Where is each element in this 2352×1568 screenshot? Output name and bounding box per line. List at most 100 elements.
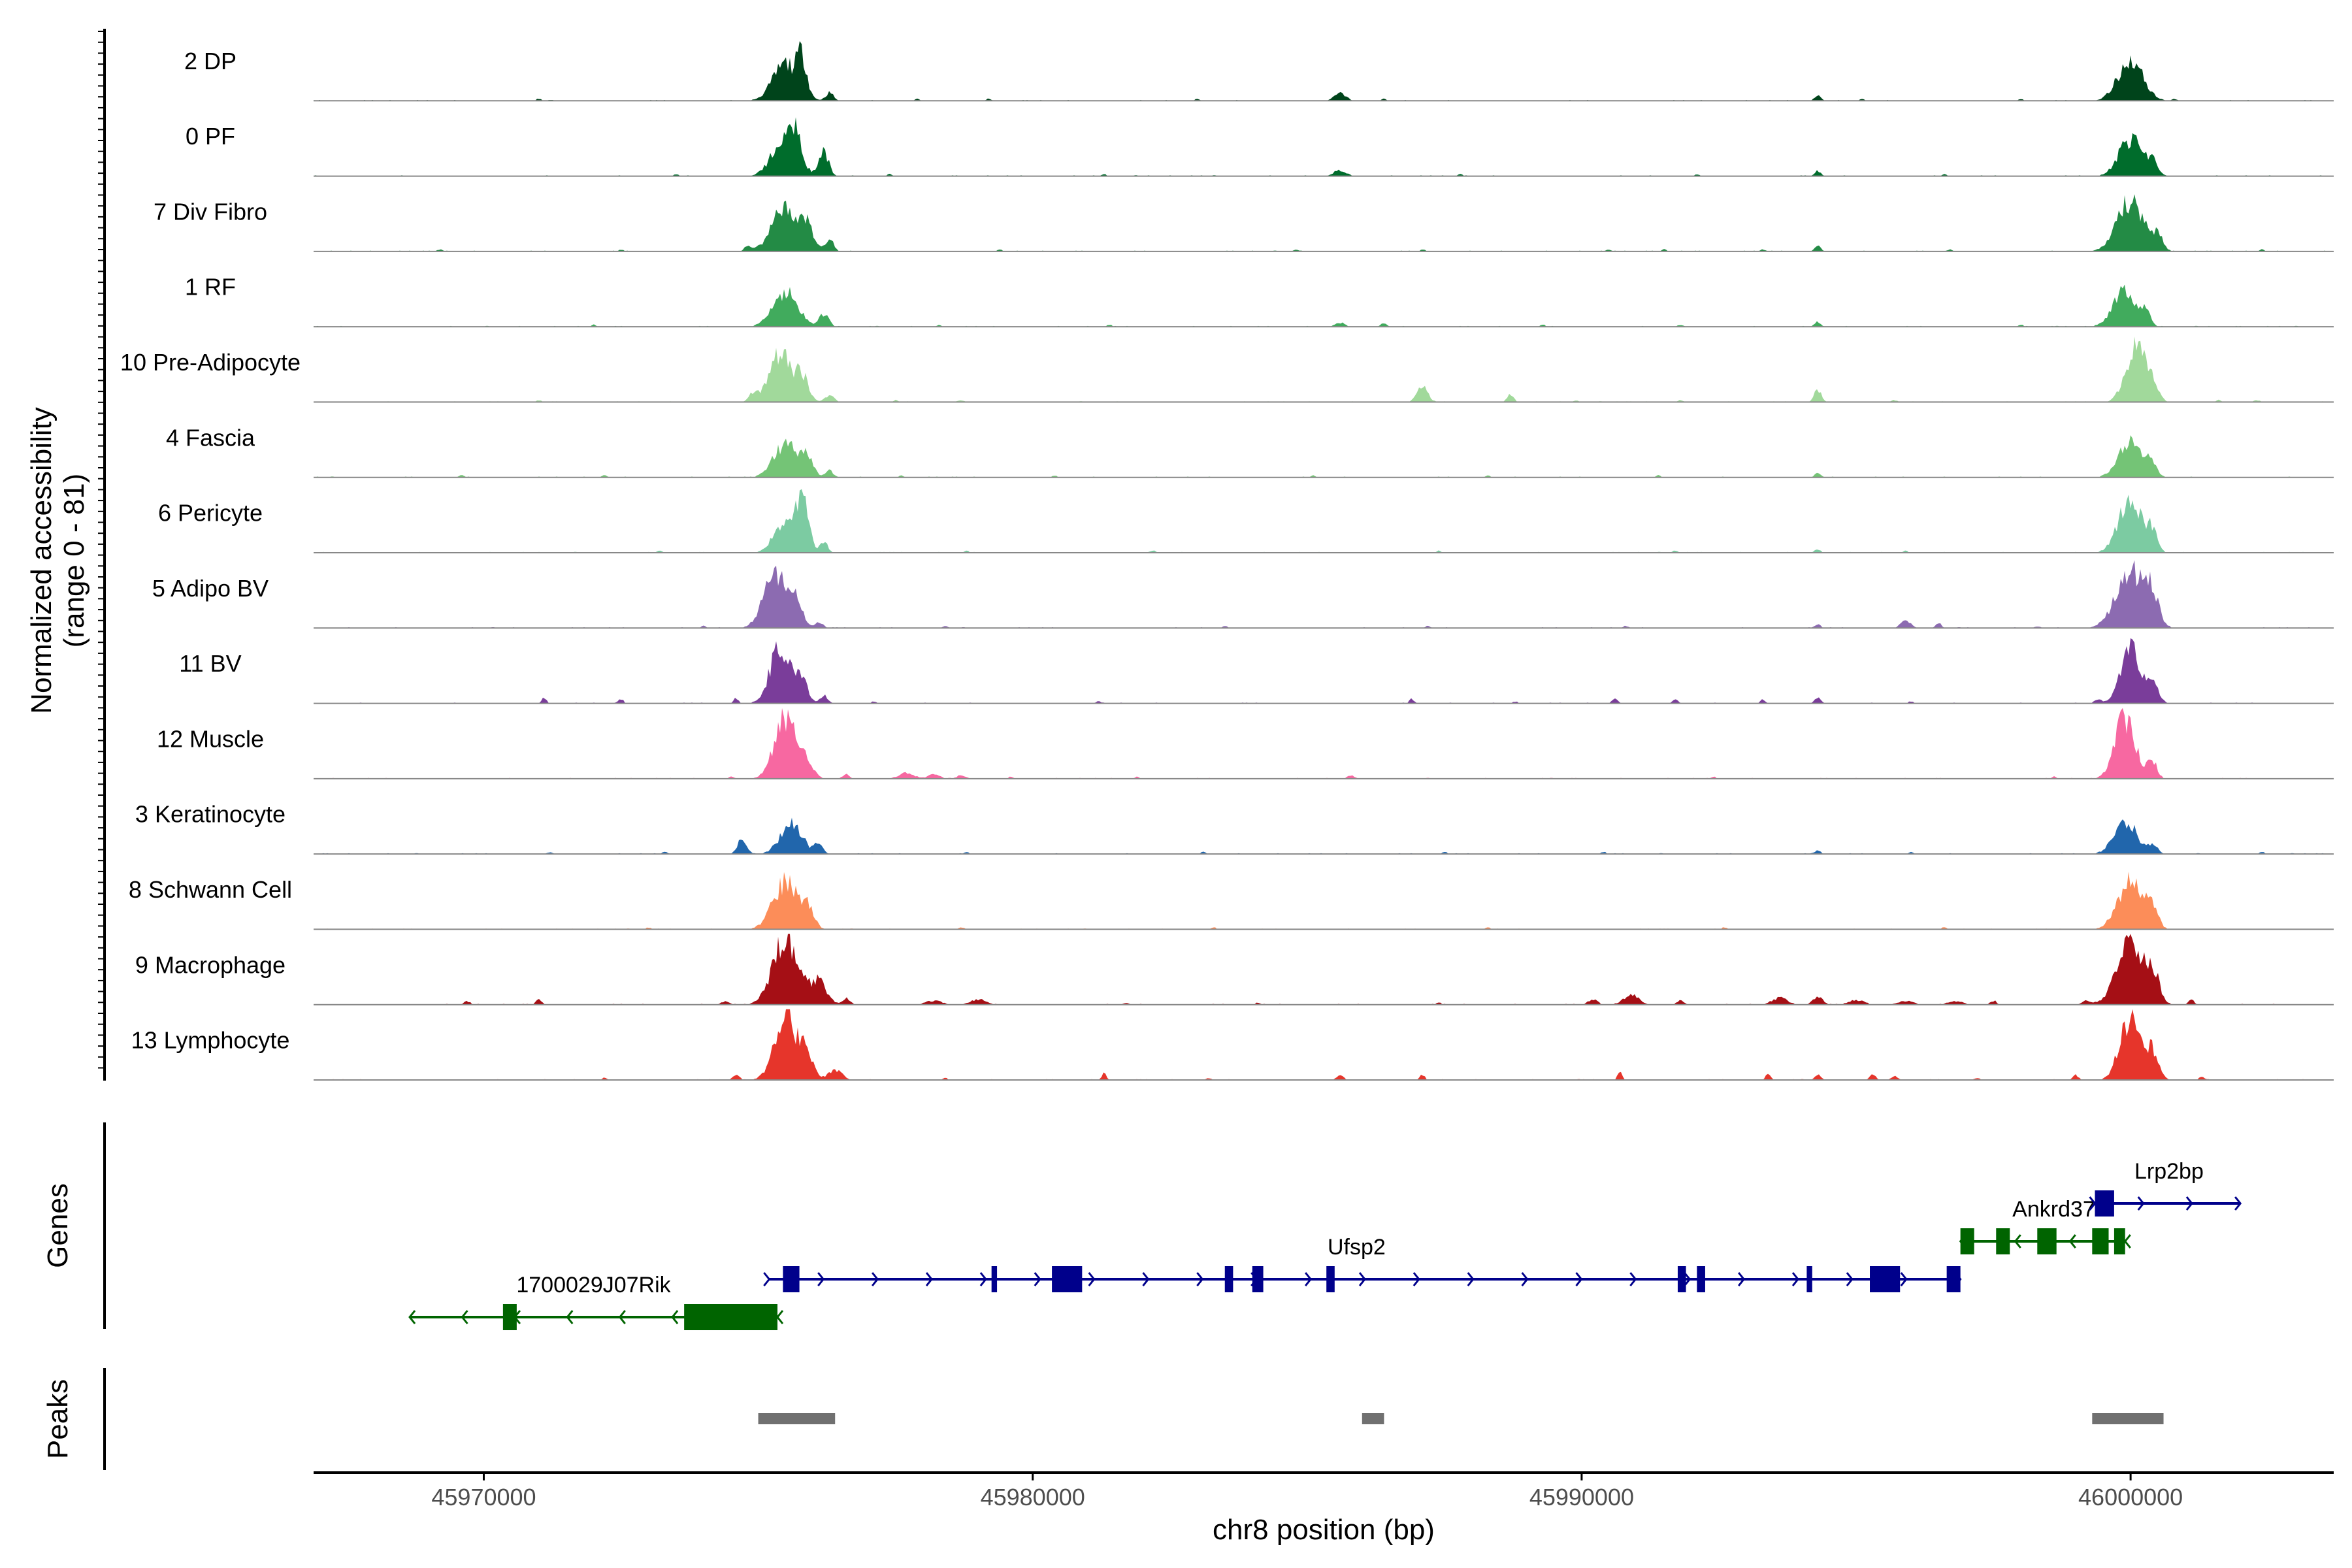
x-axis-tick-label: 45970000	[431, 1484, 536, 1511]
strand-arrow	[2234, 1196, 2242, 1211]
genes-panel-label: Genes	[42, 1183, 74, 1268]
exon	[2095, 1190, 2114, 1217]
exon	[1252, 1266, 1264, 1292]
track-label: 10 Pre-Adipocyte	[120, 349, 301, 376]
gene-ankrd37: Ankrd37	[1959, 1197, 2131, 1254]
strand-arrow	[461, 1310, 468, 1324]
track-label: 4 Fascia	[166, 424, 255, 451]
strand-arrow	[1358, 1272, 1366, 1286]
y-axis	[98, 29, 106, 1081]
track-label: 9 Macrophage	[135, 951, 286, 978]
strand-arrow	[618, 1310, 626, 1324]
coverage-area	[314, 435, 2334, 478]
strand-arrow	[1196, 1272, 1204, 1286]
strand-arrow	[2014, 1234, 2021, 1249]
strand-arrow	[1575, 1272, 1583, 1286]
track-label: 0 PF	[186, 123, 235, 150]
exon	[502, 1304, 517, 1330]
gene-1700029j07rik: 1700029J07Rik	[408, 1273, 784, 1330]
coverage-area	[314, 194, 2334, 252]
exon	[1996, 1228, 2010, 1254]
track-label: 1 RF	[185, 274, 236, 301]
strand-arrow	[408, 1310, 416, 1324]
coverage-area	[314, 41, 2334, 101]
track-4-fascia: 4 Fascia	[166, 424, 2334, 478]
track-label: 7 Div Fibro	[154, 198, 267, 225]
track-label: 13 Lymphocyte	[131, 1027, 290, 1054]
track-label: 12 Muscle	[157, 725, 264, 752]
x-axis-label: chr8 position (bp)	[1213, 1514, 1435, 1546]
track-3-keratinocyte: 3 Keratinocyte	[135, 801, 2334, 855]
strand-arrow	[1034, 1272, 1041, 1286]
peak-region	[2092, 1413, 2164, 1424]
track-label: 6 Pericyte	[158, 500, 263, 527]
exon	[2092, 1228, 2109, 1254]
coverage-area	[314, 817, 2334, 855]
gene-label: Ankrd37	[2012, 1197, 2095, 1222]
track-label: 11 BV	[179, 650, 241, 677]
strand-arrow	[2137, 1196, 2145, 1211]
x-axis: 45970000 45980000 45990000 46000000	[431, 1473, 2183, 1511]
peak-region-panel	[758, 1413, 2164, 1424]
exon	[1677, 1266, 1686, 1292]
peak-region	[1362, 1413, 1384, 1424]
exon	[2114, 1228, 2125, 1254]
coverage-area	[314, 284, 2334, 327]
strand-arrow	[979, 1272, 987, 1286]
exon	[1052, 1266, 1083, 1292]
coverage-area	[314, 708, 2334, 779]
strand-arrow	[925, 1272, 933, 1286]
coverage-area	[314, 117, 2334, 176]
track-0-pf: 0 PF	[186, 117, 2334, 177]
exon	[1870, 1266, 1901, 1292]
gene-label: 1700029J07Rik	[516, 1273, 671, 1298]
x-axis-tick-label: 45980000	[981, 1484, 1085, 1511]
y-axis-label-line2: (range 0 - 81)	[58, 474, 90, 648]
x-axis-tick-label: 46000000	[2078, 1484, 2183, 1511]
strand-arrow	[566, 1310, 574, 1324]
track-2-dp: 2 DP	[184, 41, 2334, 102]
peak-region	[758, 1413, 836, 1424]
track-12-muscle: 12 Muscle	[157, 708, 2334, 779]
coverage-area	[314, 1009, 2334, 1080]
coverage-area	[314, 872, 2334, 930]
track-1-rf: 1 RF	[185, 274, 2334, 328]
track-5-adipo-bv: 5 Adipo BV	[152, 560, 2334, 629]
accessibility-tracks: 2 DP 0 PF 7 Div Fibro 1 RF 10 Pre-Adipocyte 4…	[120, 41, 2334, 1081]
peaks-panel-label: Peaks	[42, 1379, 74, 1459]
track-10-pre-adipocyte: 10 Pre-Adipocyte	[120, 336, 2334, 403]
exon	[1960, 1228, 1974, 1254]
exon	[783, 1266, 800, 1292]
strand-arrow	[671, 1310, 679, 1324]
gene-lrp2bp: Lrp2bp	[2089, 1159, 2242, 1217]
exon	[991, 1266, 998, 1292]
strand-arrow	[1467, 1272, 1475, 1286]
strand-arrow	[1304, 1272, 1313, 1286]
strand-arrow	[1846, 1272, 1854, 1286]
track-label: 2 DP	[184, 48, 237, 74]
track-label: 5 Adipo BV	[152, 575, 269, 602]
strand-arrow	[1900, 1272, 1908, 1286]
exon	[1697, 1266, 1705, 1292]
strand-arrow	[1737, 1272, 1746, 1286]
coverage-area	[314, 489, 2334, 553]
strand-arrow	[763, 1272, 771, 1286]
y-axis-label-line1: Normalized accessibility	[25, 407, 57, 713]
track-7-div-fibro: 7 Div Fibro	[154, 194, 2334, 252]
strand-arrow	[1629, 1272, 1637, 1286]
strand-arrow	[1142, 1272, 1150, 1286]
strand-arrow	[2123, 1234, 2131, 1249]
exon	[1224, 1266, 1233, 1292]
strand-arrow	[1684, 1272, 1691, 1286]
exon	[1946, 1266, 1961, 1292]
track-11-bv: 11 BV	[179, 638, 2334, 704]
exon	[1326, 1266, 1335, 1292]
coverage-area	[314, 638, 2334, 704]
exon	[684, 1304, 777, 1330]
gene-label: Ufsp2	[1328, 1235, 1386, 1260]
strand-arrow	[776, 1310, 784, 1324]
coverage-area	[314, 560, 2334, 629]
strand-arrow	[1791, 1272, 1799, 1286]
strand-arrow	[871, 1272, 879, 1286]
